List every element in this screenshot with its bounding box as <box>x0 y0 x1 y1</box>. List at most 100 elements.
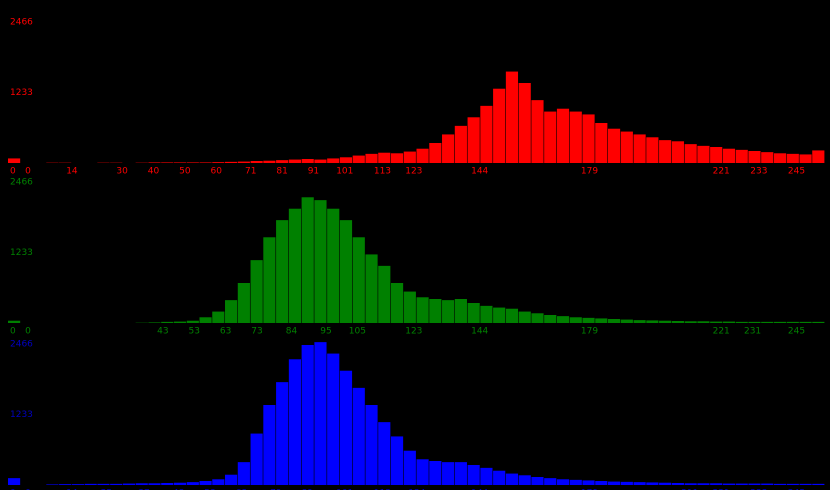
histogram-bar <box>710 321 723 323</box>
histogram-bar <box>237 283 250 323</box>
x-tick-label: 144 <box>471 167 488 177</box>
histogram-bar <box>569 317 582 323</box>
histogram-bar <box>671 321 684 323</box>
histogram-bar <box>659 320 672 323</box>
histogram-bar <box>773 153 787 163</box>
histogram-bar <box>505 308 519 323</box>
x-tick-label: 179 <box>581 167 598 177</box>
histogram-bar <box>710 483 723 485</box>
histogram-bar <box>735 483 748 485</box>
histogram-bar <box>288 359 302 485</box>
histogram-bar <box>646 320 659 323</box>
x-tick-label: 53 <box>189 327 200 337</box>
histogram-bar <box>786 483 799 485</box>
x-tick-label: 211 <box>681 489 698 490</box>
histogram-bar <box>429 299 442 323</box>
histogram-bar <box>569 479 582 485</box>
histogram-bar <box>544 478 557 485</box>
histogram-bar <box>429 143 442 163</box>
histogram-bar <box>365 254 378 323</box>
x-tick-label: 43 <box>157 327 168 337</box>
histogram-bar <box>454 125 467 163</box>
histogram-bar <box>773 483 787 485</box>
histogram-bar <box>697 145 710 163</box>
histogram-bar <box>556 108 570 163</box>
histogram-bar <box>250 161 263 163</box>
histogram-bar <box>454 462 467 485</box>
x-tick-label: 14 <box>66 167 78 177</box>
x-tick-label: 123 <box>405 327 422 337</box>
histogram-bar <box>518 83 531 163</box>
histogram-bar <box>556 479 570 485</box>
histogram-bar <box>59 484 72 485</box>
histogram-bar <box>314 159 327 163</box>
histogram-bar <box>761 152 774 163</box>
y-tick-label: 1233 <box>10 410 33 420</box>
x-tick-label: 221 <box>713 167 730 177</box>
x-tick-label: 124 <box>408 489 425 490</box>
x-tick-label: 144 <box>471 327 488 337</box>
histogram-bar <box>225 161 238 163</box>
x-tick-label: 221 <box>713 489 730 490</box>
histogram-bar <box>276 160 289 163</box>
x-tick-label: 123 <box>405 167 422 177</box>
histogram-bar <box>620 319 633 323</box>
histogram-bar <box>722 321 736 323</box>
histogram-bar <box>71 484 84 485</box>
histogram-bar <box>493 307 506 323</box>
histogram-bar <box>390 153 404 163</box>
x-tick-label: 63 <box>220 327 231 337</box>
histogram-bar <box>46 484 59 485</box>
x-tick-label: 91 <box>308 167 319 177</box>
x-tick-label: 101 <box>336 489 353 490</box>
x-tick-label: 105 <box>349 327 366 337</box>
histogram-bar <box>633 134 646 163</box>
x-tick-label: 50 <box>179 167 191 177</box>
histogram-bar <box>799 154 812 163</box>
histogram-bar <box>237 161 250 163</box>
histogram-bar <box>416 459 429 485</box>
histogram-bar <box>480 305 493 323</box>
histogram-bar <box>276 220 289 323</box>
histogram-bar <box>671 483 684 485</box>
histogram-bar <box>225 300 238 323</box>
histogram-bar <box>403 151 416 163</box>
histogram-bar <box>148 162 161 163</box>
histogram-bar <box>633 320 646 323</box>
histogram-bar <box>378 422 391 485</box>
histogram-bar <box>786 153 799 163</box>
histogram-bar <box>659 482 672 485</box>
histogram-bar <box>276 382 289 485</box>
histogram-bar <box>467 465 480 485</box>
histogram-bar <box>199 481 212 485</box>
histogram-bar <box>454 299 467 323</box>
histogram-bar <box>148 322 161 323</box>
histogram-bar <box>429 461 442 485</box>
x-tick-label: 101 <box>336 167 353 177</box>
x-tick-label: 40 <box>148 167 160 177</box>
histogram-bar <box>799 321 812 323</box>
histogram-bar <box>250 433 263 485</box>
x-tick-label: 81 <box>276 167 287 177</box>
histogram-bar <box>390 436 404 485</box>
histogram-bar <box>135 483 148 485</box>
histogram-bar <box>582 114 595 163</box>
histogram-bar <box>301 345 314 485</box>
histogram-bar <box>173 482 187 485</box>
histogram-bar <box>493 88 506 163</box>
x-tick-label: 14 <box>66 489 78 490</box>
histogram-bar <box>493 470 506 485</box>
x-tick-label: 231 <box>744 327 761 337</box>
histogram-bar <box>684 483 697 485</box>
histogram-bar <box>352 237 365 323</box>
x-tick-label: 245 <box>788 327 805 337</box>
histogram-bar <box>8 158 21 163</box>
histogram-bar <box>212 162 225 163</box>
histogram-bar <box>531 477 544 485</box>
histogram-bar <box>199 317 212 323</box>
histogram-bar <box>518 311 531 323</box>
histogram-bar <box>390 283 404 323</box>
histogram-bar <box>314 200 327 323</box>
x-tick-label: 37 <box>138 489 149 490</box>
